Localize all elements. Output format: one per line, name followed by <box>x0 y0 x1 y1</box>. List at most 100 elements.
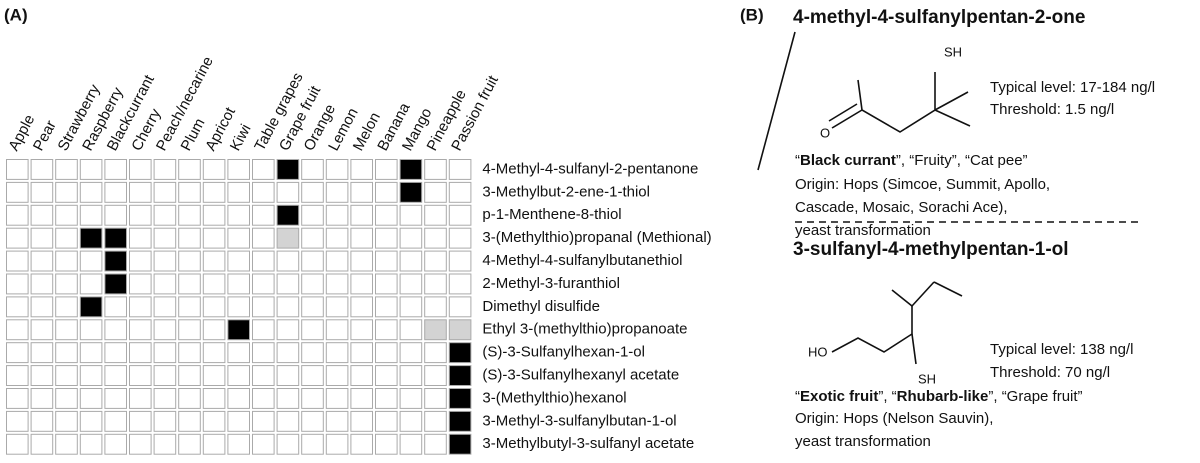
cell <box>79 365 103 387</box>
cell <box>153 342 177 364</box>
cell <box>6 342 29 364</box>
cell <box>252 388 275 409</box>
cell <box>178 388 201 409</box>
cell <box>178 181 201 203</box>
cell <box>178 319 201 341</box>
cell <box>350 365 373 387</box>
cell <box>6 410 29 432</box>
cell <box>79 250 103 272</box>
cell <box>301 181 324 203</box>
cell <box>79 204 103 226</box>
cell <box>375 159 398 180</box>
cell <box>276 181 300 203</box>
cell <box>202 410 226 432</box>
cell <box>375 410 398 432</box>
cell <box>227 181 250 203</box>
cell <box>104 433 128 455</box>
cell <box>129 273 152 295</box>
cell <box>325 204 349 226</box>
cell <box>79 342 103 364</box>
cell <box>104 410 128 432</box>
cell <box>375 433 398 455</box>
cell <box>350 181 373 203</box>
cell <box>424 250 447 272</box>
cell <box>30 365 54 387</box>
cell <box>399 250 423 272</box>
cell <box>399 227 423 249</box>
cell <box>276 250 300 272</box>
cell <box>325 181 349 203</box>
descriptor: ”, “Grape fruit” <box>988 388 1082 405</box>
cell <box>129 388 152 409</box>
cell <box>424 204 447 226</box>
cell <box>227 273 250 295</box>
cell <box>325 365 349 387</box>
cell <box>276 342 300 364</box>
cell <box>178 250 201 272</box>
cell <box>325 342 349 364</box>
connector <box>757 31 796 171</box>
cell <box>301 388 324 409</box>
descriptor: “ <box>795 388 800 405</box>
cell <box>301 319 324 341</box>
cell <box>399 181 423 203</box>
cell <box>30 433 54 455</box>
cell <box>350 296 373 318</box>
cell <box>129 319 152 341</box>
cell <box>178 159 201 180</box>
origin-line: Cascade, Mosaic, Sorachi Ace), <box>795 199 1008 216</box>
cell <box>424 410 447 432</box>
cell <box>375 319 398 341</box>
compound-name: 3-sulfanyl-4-methylpentan-1-ol <box>793 239 1069 260</box>
cell <box>202 365 226 387</box>
cell <box>399 273 423 295</box>
cell <box>104 159 128 180</box>
cell <box>30 319 54 341</box>
cell <box>79 410 103 432</box>
cell <box>301 365 324 387</box>
cell <box>178 273 201 295</box>
cell <box>30 388 54 409</box>
cell <box>55 250 78 272</box>
cell <box>325 433 349 455</box>
cell <box>104 227 128 249</box>
origin-line: Origin: Hops (Nelson Sauvin), <box>795 410 993 427</box>
cell <box>129 227 152 249</box>
cell <box>301 250 324 272</box>
cell <box>350 433 373 455</box>
cell <box>424 365 447 387</box>
cell <box>424 227 447 249</box>
cell <box>178 227 201 249</box>
cell <box>252 181 275 203</box>
cell <box>325 273 349 295</box>
cell <box>104 204 128 226</box>
row-label: 3-(Methylthio)propanal (Methional) <box>482 229 711 246</box>
cell <box>153 159 177 180</box>
row-label: p-1-Menthene-8-thiol <box>482 206 621 223</box>
cell <box>350 204 373 226</box>
cell <box>178 433 201 455</box>
cell <box>55 227 78 249</box>
cell <box>6 204 29 226</box>
cell <box>301 273 324 295</box>
cell <box>178 204 201 226</box>
cell <box>276 388 300 409</box>
cell <box>153 273 177 295</box>
cell <box>6 227 29 249</box>
panel-label: (A) <box>4 5 28 24</box>
descriptor: ”, “Fruity”, “Cat pee” <box>896 152 1028 169</box>
row-label: 2-Methyl-3-furanthiol <box>482 275 620 292</box>
cell <box>153 204 177 226</box>
row-label: 3-Methyl-3-sulfanylbutan-1-ol <box>482 412 676 429</box>
descriptor: ”, “ <box>878 388 896 405</box>
cell <box>79 181 103 203</box>
row-label: 4-Methyl-4-sulfanyl-2-pentanone <box>482 160 698 177</box>
row-label: 3-(Methylthio)hexanol <box>482 389 626 406</box>
structure <box>828 72 971 133</box>
cell <box>399 159 423 180</box>
cell <box>375 227 398 249</box>
origin-line: yeast transformation <box>795 433 931 450</box>
cell <box>276 227 300 249</box>
cell <box>55 296 78 318</box>
cell <box>424 273 447 295</box>
